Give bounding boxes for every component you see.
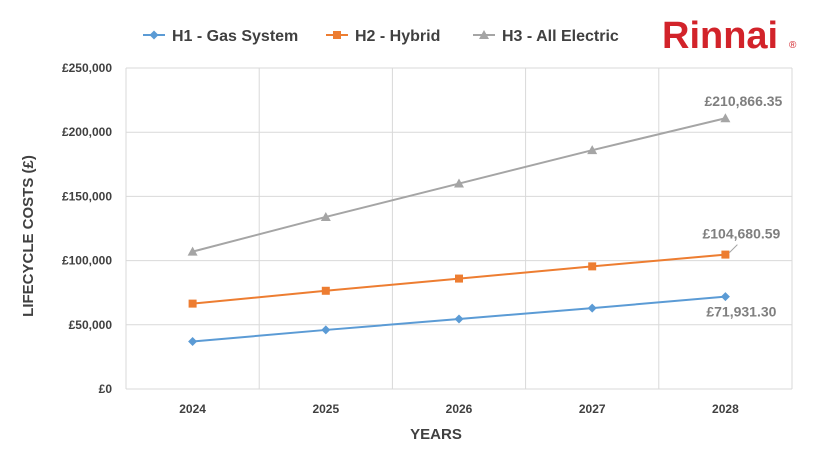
data-point [188, 336, 198, 346]
registered-mark: ® [789, 40, 797, 51]
data-point [721, 250, 730, 259]
data-point [320, 211, 331, 221]
legend-item: H2 - Hybrid [326, 28, 440, 45]
x-axis-ticks: 2024 2025 2026 2027 2028 [179, 402, 739, 416]
legend-label: H1 - Gas System [172, 28, 298, 45]
series-1 [188, 292, 730, 346]
data-label: £71,931.30 [706, 304, 776, 320]
x-tick-label: 2026 [446, 402, 473, 416]
series [187, 113, 731, 346]
data-point [187, 246, 198, 256]
data-point [720, 292, 730, 302]
data-label: £210,866.35 [704, 93, 782, 109]
y-axis-title: LIFECYCLE COSTS (£) [20, 155, 37, 317]
legend-marker [479, 30, 489, 39]
legend-label: H3 - All Electric [502, 28, 619, 45]
data-point [720, 113, 731, 123]
data-point [321, 286, 330, 295]
y-tick-label: £0 [99, 382, 113, 396]
series-3 [187, 113, 731, 256]
data-point [188, 299, 197, 308]
data-point [454, 314, 464, 324]
legend: H1 - Gas System H2 - Hybrid H3 - All Elect… [143, 28, 619, 45]
y-tick-label: £200,000 [62, 125, 112, 139]
legend-item: H3 - All Electric [473, 28, 619, 45]
legend-item: H1 - Gas System [143, 28, 298, 45]
data-point [321, 325, 331, 335]
x-axis-title: YEARS [410, 426, 462, 443]
data-point [587, 145, 598, 155]
data-labels: £210,866.35 £104,680.59 £71,931.30 [702, 93, 782, 319]
y-tick-label: £250,000 [62, 61, 112, 75]
legend-marker [149, 30, 159, 40]
x-tick-label: 2027 [579, 402, 606, 416]
grid [125, 67, 793, 390]
data-point [455, 274, 463, 283]
y-axis-ticks: £0 £50,000 £100,000 £150,000 £200,000 £250,00… [62, 61, 112, 396]
y-tick-label: £100,000 [62, 254, 112, 268]
brand-name: Rinnai [662, 15, 778, 57]
rinnai-logo: Rinnai ® [662, 15, 797, 57]
series-2 [188, 250, 730, 308]
x-tick-label: 2024 [179, 402, 206, 416]
legend-label: H2 - Hybrid [355, 28, 440, 45]
data-point [454, 178, 464, 188]
y-tick-label: £150,000 [62, 189, 112, 203]
data-point [587, 303, 597, 313]
data-label: £104,680.59 [702, 226, 780, 242]
x-tick-label: 2025 [312, 402, 339, 416]
x-tick-label: 2028 [712, 402, 739, 416]
legend-marker [333, 31, 341, 39]
label-leader-line [729, 244, 738, 253]
data-point [588, 262, 597, 271]
y-tick-label: £50,000 [69, 318, 113, 332]
